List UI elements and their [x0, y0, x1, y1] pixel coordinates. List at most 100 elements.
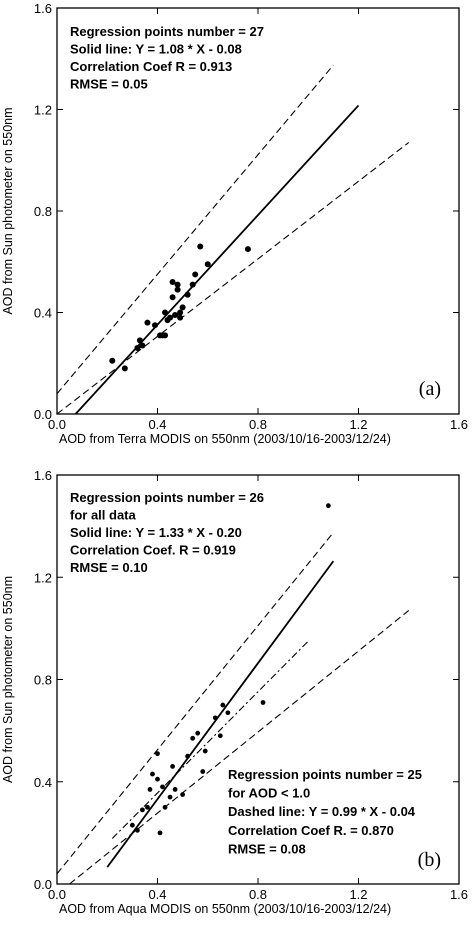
data-point [212, 715, 218, 721]
data-point [177, 314, 184, 321]
y-tick-label: 0.0 [34, 877, 52, 892]
data-point [160, 784, 165, 790]
y-tick-label: 1.2 [34, 103, 52, 118]
annotation-lower-line: Dashed line: Y = 0.99 * X - 0.04 [228, 804, 416, 819]
data-point [134, 345, 141, 352]
data-point [172, 787, 178, 792]
data-point [220, 702, 226, 708]
data-point [169, 294, 176, 301]
data-point [185, 753, 191, 759]
data-point [136, 337, 143, 344]
fit-line-solid [106, 560, 335, 868]
data-point [144, 319, 151, 326]
data-point [167, 314, 174, 321]
data-point [147, 787, 153, 792]
annotation-line: for all data [70, 508, 137, 523]
annotation-line: RMSE = 0.10 [70, 560, 148, 575]
data-point [167, 794, 173, 800]
data-point [180, 792, 186, 797]
annotation-line: Correlation Coef R = 0.913 [70, 59, 232, 74]
reference-line-dashed [56, 142, 410, 415]
data-point [200, 769, 206, 774]
x-tick-label: 0.4 [148, 417, 166, 432]
data-point [135, 827, 140, 833]
reference-line-dashed [69, 610, 410, 885]
x-tick-label: 0.4 [148, 887, 166, 902]
y-tick-label: 0.8 [34, 204, 52, 219]
data-point [189, 281, 196, 288]
data-point [260, 700, 266, 705]
y-axis-label: AOD from Sun photometer on 550nm [1, 107, 15, 314]
annotation-lower-line: for AOD < 1.0 [228, 786, 310, 801]
reference-line-dashed [56, 64, 334, 395]
annotation-lower-line: Regression points number = 25 [228, 767, 422, 782]
annotation-lower-line: RMSE = 0.08 [228, 841, 306, 856]
panel-b: 0.0 0.4 0.8 1.2 1.6 0.0 0.4 0.8 1.2 1.6 AOD from A… [1, 468, 468, 916]
x-tick-label: 1.2 [349, 417, 367, 432]
y-tick-label: 0.8 [34, 673, 52, 688]
x-tick-label: 1.6 [450, 887, 468, 902]
data-point [179, 304, 186, 311]
x-axis-label: AOD from Terra MODIS on 550nm (2003/10/1… [59, 432, 391, 446]
x-tick-label: 0.8 [249, 887, 267, 902]
annotation-lower-line: Correlation Coef R. = 0.870 [228, 823, 394, 838]
x-axis-label: AOD from Aqua MODIS on 550nm (2003/10/16… [59, 902, 391, 916]
data-point [174, 281, 181, 288]
data-point [162, 332, 169, 339]
data-point [157, 830, 163, 836]
annotation-line: Regression points number = 26 [70, 490, 264, 505]
data-point [109, 357, 116, 364]
reference-line-dashed [56, 532, 334, 875]
y-tick-label: 1.2 [34, 570, 52, 585]
data-point [244, 246, 251, 253]
y-tick-label: 0.4 [34, 775, 52, 790]
data-point [145, 804, 150, 810]
annotation-line: Solid line: Y = 1.08 * X - 0.08 [70, 42, 242, 57]
data-point [155, 751, 160, 757]
data-point [170, 764, 175, 769]
data-point [190, 735, 196, 741]
y-tick-label: 1.6 [34, 468, 52, 483]
panel-a: 0.0 0.4 0.8 1.2 1.6 0.0 0.4 0.8 1.2 1.6 AOD from T… [1, 1, 468, 446]
data-point [184, 291, 191, 298]
data-point [177, 309, 184, 316]
data-point [204, 261, 211, 268]
data-point [195, 730, 201, 736]
y-tick-label: 0.0 [34, 407, 52, 422]
annotation-line: Regression points number = 27 [70, 24, 264, 39]
data-point [162, 804, 168, 810]
panel-label: (a) [419, 378, 441, 400]
data-point [155, 776, 160, 782]
y-axis-label: AOD from Sun photometer on 550nm [1, 576, 15, 783]
data-point [150, 771, 155, 777]
annotation-line: RMSE = 0.05 [70, 77, 148, 92]
data-point [217, 733, 223, 739]
data-point [169, 279, 176, 286]
x-tick-label: 1.6 [450, 417, 468, 432]
data-point [162, 309, 169, 316]
data-point [174, 286, 181, 293]
data-point [192, 271, 199, 278]
annotation-line: Solid line: Y = 1.33 * X - 0.20 [70, 525, 242, 540]
fit-line-dashdot [111, 640, 309, 839]
x-tick-label: 1.2 [349, 887, 367, 902]
y-tick-label: 1.6 [34, 1, 52, 16]
data-point [325, 503, 331, 509]
data-point [172, 312, 179, 319]
x-tick-label: 0.8 [249, 417, 267, 432]
data-point [225, 710, 231, 716]
data-point [197, 243, 204, 250]
annotation-line: Correlation Coef. R = 0.919 [70, 543, 236, 558]
data-point [129, 822, 135, 828]
data-point [140, 807, 145, 813]
data-point [151, 322, 158, 329]
x-tick-label: 0.0 [48, 417, 66, 432]
data-point [121, 365, 128, 372]
data-point [202, 748, 208, 754]
y-tick-label: 0.4 [34, 306, 52, 321]
data-point [139, 342, 146, 349]
panel-label: (b) [418, 849, 441, 871]
x-tick-label: 0.0 [48, 887, 66, 902]
